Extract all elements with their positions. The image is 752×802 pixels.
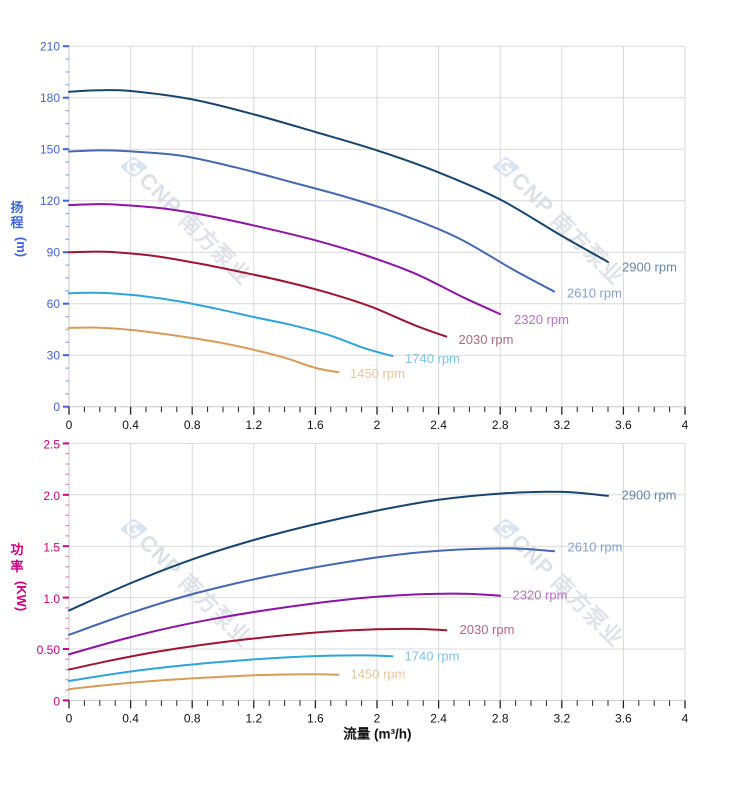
svg-text:0: 0 xyxy=(66,712,73,726)
svg-text:(m): (m) xyxy=(14,237,29,257)
svg-text:3.2: 3.2 xyxy=(553,712,570,726)
svg-text:3.2: 3.2 xyxy=(553,418,570,432)
svg-text:2320 rpm: 2320 rpm xyxy=(513,588,568,603)
svg-text:30: 30 xyxy=(47,349,61,363)
svg-text:2.4: 2.4 xyxy=(430,418,447,432)
svg-text:0: 0 xyxy=(66,418,73,432)
svg-text:1.6: 1.6 xyxy=(307,418,324,432)
svg-text:2.4: 2.4 xyxy=(430,712,447,726)
svg-text:2900 rpm: 2900 rpm xyxy=(622,488,677,503)
svg-text:2: 2 xyxy=(374,418,381,432)
svg-text:0.4: 0.4 xyxy=(122,418,139,432)
svg-text:3.6: 3.6 xyxy=(615,712,632,726)
svg-text:3.6: 3.6 xyxy=(615,418,632,432)
svg-text:流量 (m³/h): 流量 (m³/h) xyxy=(343,726,411,742)
svg-text:60: 60 xyxy=(47,297,61,311)
svg-text:2.5: 2.5 xyxy=(43,438,60,452)
svg-text:150: 150 xyxy=(40,143,60,157)
svg-text:0.50: 0.50 xyxy=(37,643,61,657)
svg-text:4: 4 xyxy=(682,418,689,432)
svg-text:0.8: 0.8 xyxy=(184,418,201,432)
svg-text:1740 rpm: 1740 rpm xyxy=(405,649,460,664)
svg-text:1740 rpm: 1740 rpm xyxy=(405,351,460,366)
svg-text:程: 程 xyxy=(10,215,23,230)
svg-text:4: 4 xyxy=(682,712,689,726)
svg-text:2030 rpm: 2030 rpm xyxy=(460,622,515,637)
svg-text:90: 90 xyxy=(47,246,61,260)
svg-text:功: 功 xyxy=(10,542,23,557)
svg-text:2610 rpm: 2610 rpm xyxy=(567,286,622,301)
svg-text:2900 rpm: 2900 rpm xyxy=(622,260,677,275)
svg-text:1.6: 1.6 xyxy=(307,712,324,726)
svg-text:1.2: 1.2 xyxy=(245,712,262,726)
svg-text:2.8: 2.8 xyxy=(492,712,509,726)
svg-text:率: 率 xyxy=(10,559,23,574)
svg-text:1.0: 1.0 xyxy=(43,592,60,606)
svg-text:0.4: 0.4 xyxy=(122,712,139,726)
svg-text:1.5: 1.5 xyxy=(43,540,60,554)
svg-text:180: 180 xyxy=(40,91,60,105)
svg-text:扬: 扬 xyxy=(10,200,23,215)
svg-text:120: 120 xyxy=(40,194,60,208)
svg-text:2030 rpm: 2030 rpm xyxy=(459,332,514,347)
svg-text:2: 2 xyxy=(374,712,381,726)
svg-text:(KW): (KW) xyxy=(14,581,29,611)
svg-text:0: 0 xyxy=(53,400,60,414)
svg-text:2320 rpm: 2320 rpm xyxy=(514,312,569,327)
svg-text:2.8: 2.8 xyxy=(492,418,509,432)
svg-text:2610 rpm: 2610 rpm xyxy=(568,540,623,555)
svg-text:1450 rpm: 1450 rpm xyxy=(351,667,406,682)
svg-text:0.8: 0.8 xyxy=(184,712,201,726)
svg-text:210: 210 xyxy=(40,40,60,54)
svg-text:2.0: 2.0 xyxy=(43,489,60,503)
svg-text:1450 rpm: 1450 rpm xyxy=(350,366,405,381)
svg-text:1.2: 1.2 xyxy=(245,418,262,432)
svg-text:0: 0 xyxy=(53,695,60,709)
